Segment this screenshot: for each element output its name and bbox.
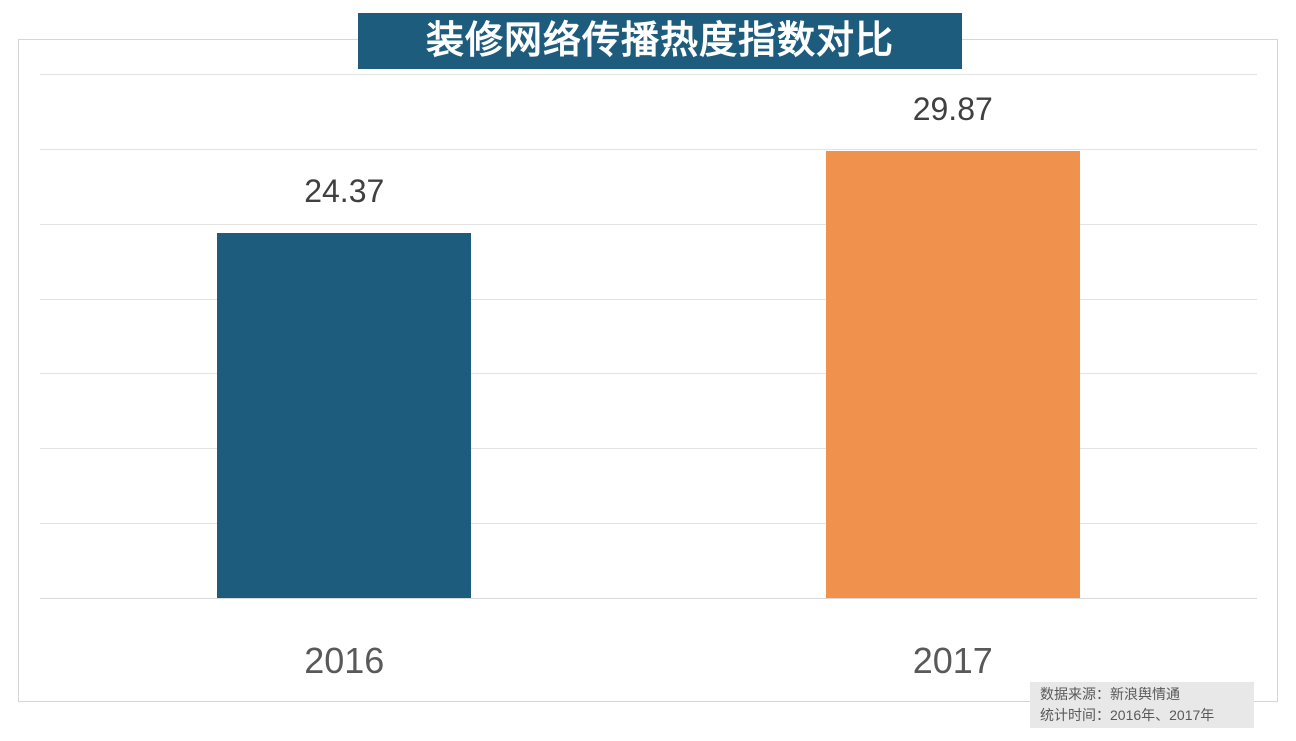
gridline [40,223,1257,225]
source-note-line2: 统计时间：2016年、2017年 [1040,707,1215,723]
gridline [40,148,1257,150]
gridline [40,523,1257,525]
gridline [40,373,1257,375]
bar-2016 [217,233,472,598]
x-axis-label-2016: 2016 [304,640,385,681]
chart-frame [18,39,1278,702]
gridline [40,448,1257,450]
source-note: 数据来源：新浪舆情通 统计时间：2016年、2017年 [1030,682,1254,728]
data-label-2016: 24.37 [304,173,385,210]
source-note-line1: 数据来源：新浪舆情通 [1040,686,1180,702]
gridline [40,298,1257,300]
gridline [40,74,1257,75]
chart-title: 装修网络传播热度指数对比 [358,13,962,69]
x-axis-line [40,598,1257,599]
x-axis-label-2017: 2017 [912,640,993,681]
bar-2017 [825,150,1080,598]
data-label-2017: 29.87 [912,90,993,127]
